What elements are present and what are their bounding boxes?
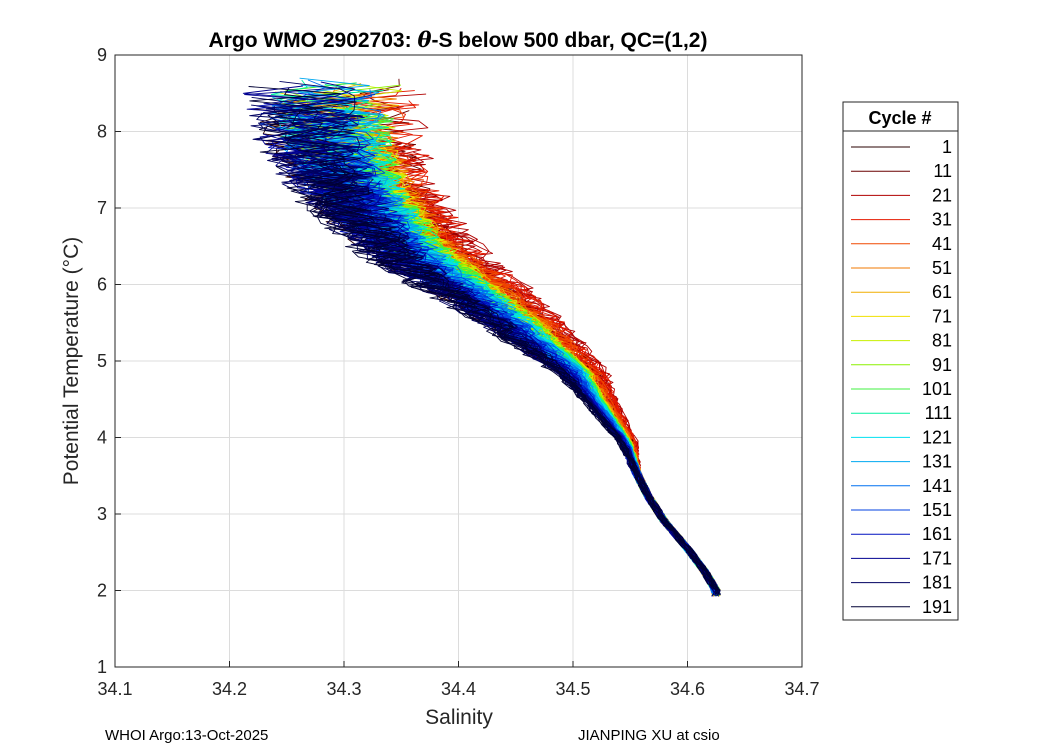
legend-label: 51 [932, 258, 952, 278]
plot-frame [114, 54, 803, 668]
plot-area: 34.1 34.2 34.3 34.4 34.5 34.6 34.7 1 2 3 4 5 6 7 8 9 [97, 45, 820, 699]
y-tick-label: 1 [97, 657, 107, 677]
legend-item: 51 [851, 258, 952, 278]
legend-item: 151 [851, 500, 952, 520]
legend-label: 121 [922, 427, 952, 447]
legend-label: 171 [922, 548, 952, 568]
legend-label: 131 [922, 452, 952, 472]
y-tick-label: 8 [97, 122, 107, 142]
profile-line-cycle-181 [258, 101, 717, 597]
legend-label: 111 [925, 403, 952, 423]
legend-item: 91 [851, 355, 952, 375]
legend-item: 31 [851, 210, 952, 230]
profile-line-cycle-191 [259, 87, 717, 591]
x-tick-label: 34.3 [326, 679, 361, 699]
legend-item: 81 [851, 331, 952, 351]
x-axis-label: Salinity [425, 706, 493, 729]
legend-label: 141 [922, 476, 952, 496]
legend-label: 61 [932, 282, 952, 302]
profile-line-cycle-191 [317, 169, 714, 588]
profile-line-cycle-191 [275, 108, 713, 587]
legend-item: 121 [851, 427, 952, 447]
y-tick-label: 3 [97, 504, 107, 524]
footer-right: JIANPING XU at csio [578, 727, 720, 744]
legend-item: 161 [851, 524, 952, 544]
legend-label: 191 [922, 597, 952, 617]
legend-item: 71 [851, 306, 952, 326]
footer-left: WHOI Argo:13-Oct-2025 [105, 727, 268, 744]
legend-items: 1112131415161718191101111121131141151161… [851, 137, 952, 617]
y-tick-labels: 1 2 3 4 5 6 7 8 9 [97, 45, 107, 677]
legend-label: 31 [932, 210, 952, 230]
legend-label: 71 [932, 306, 952, 326]
legend-label: 1 [942, 137, 952, 157]
legend-item: 181 [851, 573, 952, 593]
x-tick-label: 34.1 [97, 679, 132, 699]
profile-lines [242, 77, 722, 597]
legend-item: 11 [851, 161, 952, 181]
legend: Cycle # 11121314151617181911011111211311… [842, 101, 959, 621]
legend-item: 41 [851, 234, 952, 254]
legend-label: 41 [932, 234, 952, 254]
legend-item: 111 [851, 403, 952, 423]
legend-label: 161 [922, 524, 952, 544]
y-axis-label: Potential Temperature (°C) [60, 237, 83, 485]
x-tick-label: 34.4 [441, 679, 476, 699]
profile-line-cycle-191 [300, 159, 715, 590]
legend-title: Cycle # [868, 108, 931, 128]
legend-item: 1 [851, 137, 952, 157]
x-tick-label: 34.7 [784, 679, 819, 699]
legend-item: 61 [851, 282, 952, 302]
profile-line-cycle-191 [306, 193, 721, 596]
legend-item: 21 [851, 185, 952, 205]
x-tick-label: 34.6 [670, 679, 705, 699]
legend-item: 171 [851, 548, 952, 568]
y-tick-label: 9 [97, 45, 107, 65]
legend-item: 101 [851, 379, 952, 399]
x-tick-label: 34.2 [212, 679, 247, 699]
legend-item: 141 [851, 476, 952, 496]
legend-box [842, 101, 959, 621]
legend-label: 101 [922, 379, 952, 399]
legend-label: 11 [933, 161, 952, 181]
y-tick-label: 5 [97, 351, 107, 371]
legend-label: 81 [932, 331, 952, 351]
legend-item: 131 [851, 452, 952, 472]
y-tick-label: 6 [97, 275, 107, 295]
legend-label: 91 [932, 355, 952, 375]
chart-title: Argo WMO 2902703: θ-S below 500 dbar, QC… [209, 27, 708, 52]
legend-item: 191 [851, 597, 952, 617]
legend-label: 21 [932, 185, 952, 205]
y-tick-label: 2 [97, 581, 107, 601]
y-tick-label: 7 [97, 198, 107, 218]
y-tick-label: 4 [97, 428, 107, 448]
legend-label: 181 [922, 573, 952, 593]
x-tick-labels: 34.1 34.2 34.3 34.4 34.5 34.6 34.7 [97, 679, 819, 699]
legend-label: 151 [922, 500, 952, 520]
x-tick-label: 34.5 [555, 679, 590, 699]
